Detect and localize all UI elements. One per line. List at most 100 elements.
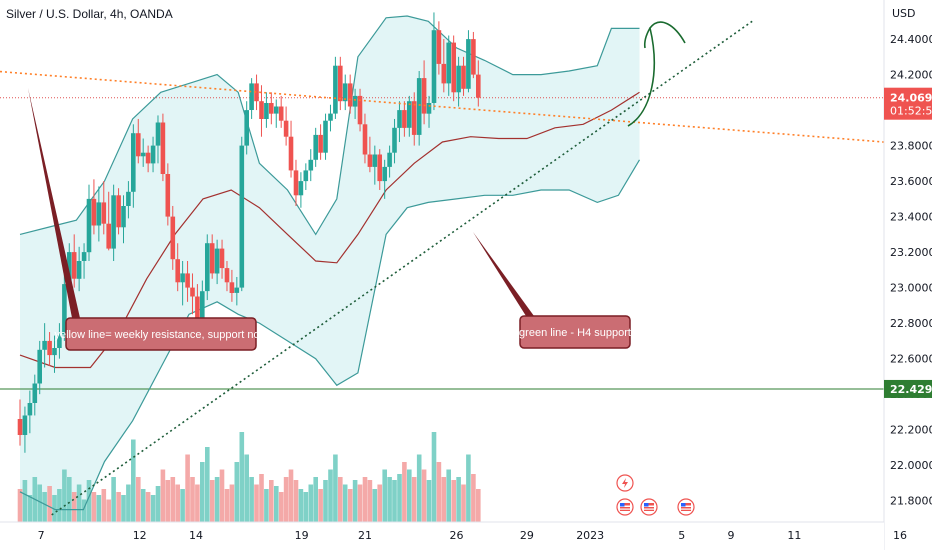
projection-arrow[interactable] [627,21,686,127]
volume-bar [96,495,102,522]
time-axis-background [0,522,884,550]
support-price-tag[interactable]: 22.42938 [884,379,932,398]
candle-body [91,198,97,226]
candle-body [175,259,180,283]
volume-bar [269,480,274,522]
candle-body [352,95,358,107]
us-flag-event-icon[interactable] [616,498,634,516]
candle-body [387,152,392,167]
annotation-h4-support[interactable]: green line - H4 support [473,232,631,349]
y-tick-label: 23.00000 [890,282,932,295]
y-tick-label: 22.20000 [890,424,932,437]
volume-bar [476,489,481,522]
candle-body [338,65,343,102]
y-tick-label: 23.40000 [890,211,932,224]
current-price-tag[interactable]: 24.0697501:52:50 [884,87,932,120]
candle [283,106,289,146]
candle-body [200,291,205,320]
candle-body [461,65,466,89]
volume-bar [298,489,304,522]
candle-body [111,195,116,249]
candle [71,234,77,288]
candle [288,120,294,178]
candle-body [42,340,47,350]
candle-body [67,252,72,285]
candle [431,12,437,111]
volume-bar [180,489,185,522]
candle [446,35,451,96]
candle-body [269,103,274,114]
candle-body [150,145,156,164]
volume-bar [421,469,427,522]
volume-bar [71,492,77,522]
candle [254,74,259,111]
price-axis[interactable]: USD24.4000024.2000024.0000023.8000023.60… [883,0,932,550]
current-price-value: 24.06975 [890,92,932,105]
x-tick-label: 14 [189,529,203,542]
volume-bar [52,495,57,522]
candle-body [318,134,323,153]
candle [136,118,141,164]
candle [175,243,180,292]
candle [421,60,427,125]
candle [451,35,456,102]
event-lightning-icon[interactable] [616,474,634,492]
trendlines[interactable] [0,20,885,516]
callout-box [519,315,631,349]
candle-body [57,335,62,348]
candle [57,323,62,359]
volume-bar [328,469,333,522]
volume-bar [234,462,240,522]
candle [205,234,210,301]
candle-body [136,133,141,157]
candle-body [402,110,407,128]
candle-body [209,243,215,274]
candle-body [180,273,185,283]
candle [234,276,240,306]
candle [461,56,466,96]
volume-bar [318,489,323,522]
y-tick-label: 22.00000 [890,459,932,472]
volume-bar [382,469,387,522]
candle-body [205,243,210,292]
volume-bar [426,480,432,522]
volume-bar [357,484,363,522]
volume-bar [111,477,116,522]
volume-bar [200,462,205,522]
candle-body [170,216,176,260]
callout-text: green line - H4 support [519,327,631,339]
candle [471,31,476,79]
candle-body [431,30,437,104]
volume-bar [62,469,67,522]
candle-body [372,154,378,167]
candle-body [426,103,432,114]
projection-arrow-head[interactable] [643,27,651,49]
candle [165,163,171,226]
callouts[interactable]: yellow line= weekly resistance, support … [28,88,631,351]
volume-bar [461,484,466,522]
y-tick-label: 23.20000 [890,246,932,259]
candle-body [239,145,245,288]
volume-bar [76,484,82,522]
candle-body [308,159,314,171]
x-tick-label: 16 [893,529,907,542]
candle-body [47,340,52,356]
candle [347,74,353,114]
candle-body [333,65,338,114]
candle-body [17,419,23,435]
candle-body [96,202,102,226]
us-flag-event-icon[interactable] [640,498,658,516]
candle [333,56,338,119]
volume-bar [342,484,348,522]
time-axis[interactable]: 7 12 14 19 21 26 29 2023 5 9 11 16 [0,521,907,550]
volume-bar [190,477,195,522]
candle-body [397,110,402,128]
candle-body [298,181,304,196]
us-flag-event-icon[interactable] [677,498,695,516]
annotation-weekly-resistance[interactable]: yellow line= weekly resistance, support … [28,88,268,351]
volume-bar [293,480,299,522]
candle [32,374,38,416]
economic-events[interactable] [616,474,695,516]
volume-bar [264,489,269,522]
